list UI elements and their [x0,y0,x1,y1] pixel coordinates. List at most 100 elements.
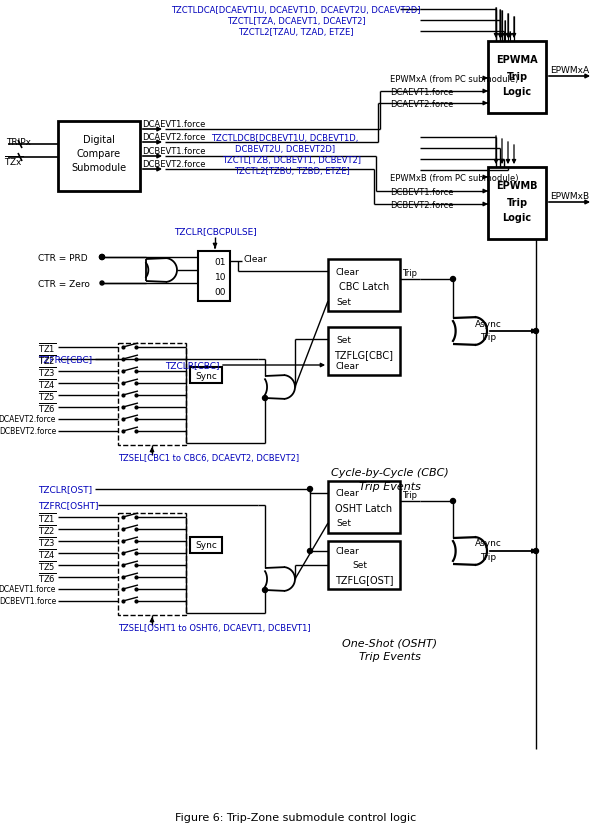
Text: Compare: Compare [77,149,121,159]
Bar [488,42,546,114]
Text: $\overline{\rm TZ5}$: $\overline{\rm TZ5}$ [38,388,56,402]
Bar [488,168,546,240]
Text: $\overline{\rm TZ4}$: $\overline{\rm TZ4}$ [38,377,56,391]
Text: TZCTL[TZA, DCAEVT1, DCAEVT2]: TZCTL[TZA, DCAEVT1, DCAEVT2] [227,17,365,26]
Text: DCAEVT2.force: DCAEVT2.force [0,415,56,424]
Text: Clear: Clear [244,254,268,263]
Text: EPWMxB: EPWMxB [550,191,589,200]
Circle shape [100,255,104,260]
Text: TZFLG[CBC]: TZFLG[CBC] [334,349,394,359]
Text: 00: 00 [215,287,226,296]
Text: Trip Events: Trip Events [359,481,421,491]
Text: TZCTL2[TZAU, TZAD, ETZE]: TZCTL2[TZAU, TZAD, ETZE] [238,27,354,36]
Text: DCAEVT1.force: DCAEVT1.force [0,585,56,594]
Bar [190,537,222,553]
Text: Trip: Trip [506,198,528,208]
Text: TZCTL[TZB, DCBEVT1, DCBEVT2]: TZCTL[TZB, DCBEVT1, DCBEVT2] [222,156,362,164]
Text: $\overline{\rm TZ3}$: $\overline{\rm TZ3}$ [38,534,56,548]
Text: Trip: Trip [403,268,417,277]
Text: Async: Async [474,319,502,328]
Text: Logic: Logic [502,87,531,97]
Text: $\overline{\rm TZ2}$: $\overline{\rm TZ2}$ [38,522,56,537]
Text: CTR = PRD: CTR = PRD [38,253,88,262]
Text: $\overline{\rm TZ4}$: $\overline{\rm TZ4}$ [38,546,56,561]
Text: Clear: Clear [336,361,360,370]
Circle shape [534,549,538,554]
Text: DCAEVT1.force: DCAEVT1.force [390,88,454,96]
Text: CTR = Zero: CTR = Zero [38,279,90,288]
Text: Clear: Clear [336,489,360,498]
Text: TZCTLDCA[DCAEVT1U, DCAEVT1D, DCAEVT2U, DCAEVT2D]: TZCTLDCA[DCAEVT1U, DCAEVT1D, DCAEVT2U, D… [171,6,421,14]
Text: TZCLR[OST]: TZCLR[OST] [38,485,92,494]
Text: DCAEVT1.force: DCAEVT1.force [142,119,205,128]
Text: $\overline{\rm TZ2}$: $\overline{\rm TZ2}$ [38,353,56,367]
Text: EPWMxA (from PC submodule): EPWMxA (from PC submodule) [390,75,518,84]
Text: 01: 01 [215,258,226,266]
Text: DCAEVT2.force: DCAEVT2.force [142,132,205,142]
Text: EPWMxA: EPWMxA [550,65,589,75]
Text: Figure 6: Trip-Zone submodule control logic: Figure 6: Trip-Zone submodule control lo… [176,812,417,822]
Text: OSHT Latch: OSHT Latch [336,503,393,513]
Text: DCBEVT1.force: DCBEVT1.force [390,187,454,196]
Circle shape [263,396,267,401]
Text: DCBEVT2.force: DCBEVT2.force [142,159,206,168]
Text: DCBEVT2U, DCBEVT2D]: DCBEVT2U, DCBEVT2D] [235,144,335,153]
Circle shape [100,282,104,286]
Text: $\overline{\rm TZ3}$: $\overline{\rm TZ3}$ [38,364,56,378]
Bar [328,328,400,376]
Circle shape [451,277,455,282]
Text: Set: Set [336,519,351,528]
Text: Trip: Trip [480,332,496,341]
Text: TZCTLDCB[DCBEVT1U, DCBEVT1D,: TZCTLDCB[DCBEVT1U, DCBEVT1D, [211,133,359,142]
Bar [328,481,400,533]
Text: TZCTL2[TZBU, TZBD, ETZE]: TZCTL2[TZBU, TZBD, ETZE] [234,166,350,176]
Text: TRIPx: TRIPx [6,137,31,147]
Text: Clear: Clear [336,267,360,277]
Text: TZCLR[CBC]: TZCLR[CBC] [165,361,220,370]
Text: $\overline{\rm TZ6}$: $\overline{\rm TZ6}$ [38,401,56,415]
Circle shape [308,549,313,554]
Text: $\overline{\rm TZ6}$: $\overline{\rm TZ6}$ [38,570,56,585]
Text: $\overline{\rm TZ5}$: $\overline{\rm TZ5}$ [38,558,56,572]
Text: Trip: Trip [403,490,417,499]
Text: Set: Set [336,335,351,344]
Text: Submodule: Submodule [71,163,126,173]
Bar [328,260,400,311]
Text: Set: Set [336,297,351,306]
Text: Digital: Digital [83,135,115,145]
Text: Async: Async [474,539,502,548]
Bar [118,513,186,615]
Text: Sync: Sync [195,371,217,380]
Text: EPWMA: EPWMA [496,55,538,65]
Text: Trip Events: Trip Events [359,651,421,662]
Circle shape [451,499,455,504]
Text: EPWMxB (from PC submodule): EPWMxB (from PC submodule) [390,173,518,182]
Text: TZCLR[CBCPULSE]: TZCLR[CBCPULSE] [174,227,256,236]
Text: TZSEL[CBC1 to CBC6, DCAEVT2, DCBEVT2]: TZSEL[CBC1 to CBC6, DCAEVT2, DCBEVT2] [118,453,299,462]
Text: Set: Set [352,561,367,570]
Text: Sync: Sync [195,541,217,550]
Text: DCBEVT2.force: DCBEVT2.force [0,427,56,436]
Circle shape [263,588,267,593]
Text: CBC Latch: CBC Latch [339,282,389,291]
Bar [198,252,230,301]
Bar [190,368,222,383]
Text: Cycle-by-Cycle (CBC): Cycle-by-Cycle (CBC) [331,468,449,478]
Text: DCAEVT2.force: DCAEVT2.force [390,99,454,108]
Circle shape [100,255,104,260]
Text: TZFLG[OST]: TZFLG[OST] [335,575,393,585]
Text: 10: 10 [215,272,226,282]
Text: Trip: Trip [506,72,528,82]
Text: Logic: Logic [502,213,531,223]
Text: DCBEVT1.force: DCBEVT1.force [0,597,56,606]
Text: TZFRC[OSHT]: TZFRC[OSHT] [38,501,98,510]
Text: Clear: Clear [336,546,360,556]
Bar [328,542,400,590]
Text: Trip: Trip [480,551,496,561]
Circle shape [534,329,538,334]
Text: One-Shot (OSHT): One-Shot (OSHT) [342,638,438,647]
Text: $\overline{\rm TZ1}$: $\overline{\rm TZ1}$ [38,340,56,354]
Text: EPWMB: EPWMB [496,181,538,190]
Bar [118,344,186,445]
Text: $\overline{\rm TZ1}$: $\overline{\rm TZ1}$ [38,510,56,524]
